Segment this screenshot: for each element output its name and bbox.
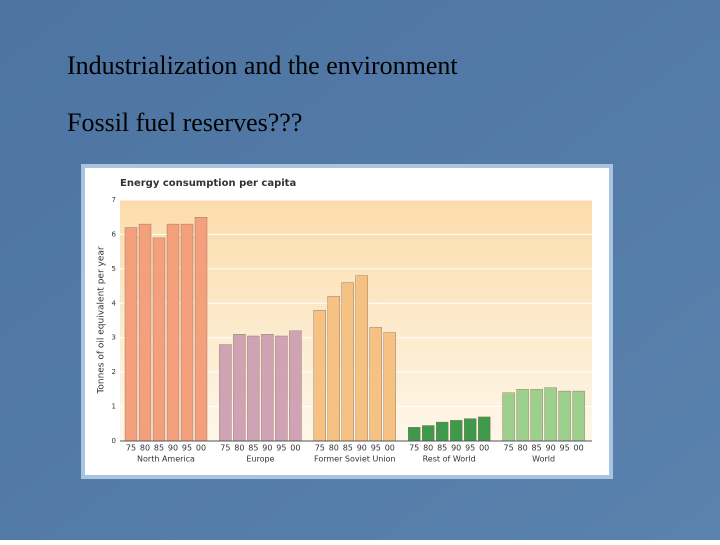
x-tick-label: 90	[357, 444, 367, 453]
slide-title: Industrialization and the environment	[67, 51, 458, 80]
x-tick-label: 85	[154, 444, 164, 453]
x-tick-label: 85	[532, 444, 542, 453]
x-tick-label: 80	[234, 444, 244, 453]
bar	[327, 296, 340, 442]
x-tick-label: 80	[518, 444, 528, 453]
y-tick-label: 3	[112, 334, 116, 342]
y-axis-label: Tonnes of oil equivalent per year	[97, 246, 107, 394]
x-tick-label: 00	[290, 444, 300, 453]
x-tick-label: 95	[560, 444, 570, 453]
bar	[124, 227, 138, 442]
bar	[233, 334, 246, 442]
bar	[422, 425, 435, 442]
bar	[341, 282, 354, 442]
bar	[408, 427, 421, 442]
bar	[219, 344, 232, 442]
bar	[530, 389, 543, 442]
slide-subtitle: Fossil fuel reserves???	[67, 108, 302, 137]
bar	[261, 334, 274, 442]
x-tick-label: 95	[371, 444, 381, 453]
y-tick-label: 1	[112, 403, 116, 411]
x-tick-label: 00	[479, 444, 489, 453]
x-tick-label: 95	[276, 444, 286, 453]
group-label: Former Soviet Union	[314, 455, 396, 464]
y-tick-label: 2	[112, 368, 116, 376]
x-tick-label: 75	[126, 444, 136, 453]
bar	[544, 387, 557, 442]
bar	[180, 223, 194, 442]
x-tick-label: 80	[140, 444, 150, 453]
bar	[289, 330, 302, 442]
x-tick-label: 90	[451, 444, 461, 453]
group-label: World	[532, 455, 555, 464]
x-tick-label: 75	[409, 444, 419, 453]
bar	[194, 217, 208, 442]
x-tick-label: 95	[182, 444, 192, 453]
bar	[275, 335, 288, 442]
bar	[516, 389, 529, 442]
x-tick-label: 85	[343, 444, 353, 453]
x-tick-label: 75	[220, 444, 230, 453]
x-tick-label: 85	[248, 444, 258, 453]
x-tick-label: 80	[423, 444, 433, 453]
x-tick-label: 00	[385, 444, 395, 453]
x-tick-label: 95	[465, 444, 475, 453]
x-tick-label: 90	[262, 444, 272, 453]
y-tick-label: 5	[112, 265, 116, 273]
group-label: Rest of World	[423, 455, 476, 464]
bar	[166, 223, 180, 442]
bar	[369, 327, 382, 442]
y-tick-label: 4	[112, 299, 117, 307]
bar	[572, 390, 585, 442]
bar	[478, 416, 491, 442]
bar	[383, 332, 396, 442]
x-tick-label: 80	[329, 444, 339, 453]
bar	[152, 237, 166, 442]
x-tick-label: 00	[196, 444, 206, 453]
y-tick-label: 7	[112, 196, 116, 204]
bar	[502, 392, 515, 442]
x-tick-label: 75	[504, 444, 514, 453]
group-label: North America	[137, 455, 195, 464]
bar	[247, 335, 260, 442]
x-tick-label: 90	[546, 444, 556, 453]
bar	[355, 275, 368, 442]
bar	[464, 418, 477, 442]
bar	[138, 223, 152, 442]
y-tick-label: 6	[112, 230, 117, 238]
bar	[313, 309, 326, 442]
group-label: Europe	[246, 455, 274, 464]
chart-title: Energy consumption per capita	[120, 178, 296, 189]
x-tick-label: 90	[168, 444, 178, 453]
x-tick-label: 85	[437, 444, 447, 453]
bar	[436, 421, 449, 442]
y-tick-label: 0	[112, 437, 116, 445]
x-tick-label: 00	[574, 444, 584, 453]
bar	[558, 390, 571, 442]
bar	[450, 420, 463, 442]
x-tick-label: 75	[315, 444, 325, 453]
